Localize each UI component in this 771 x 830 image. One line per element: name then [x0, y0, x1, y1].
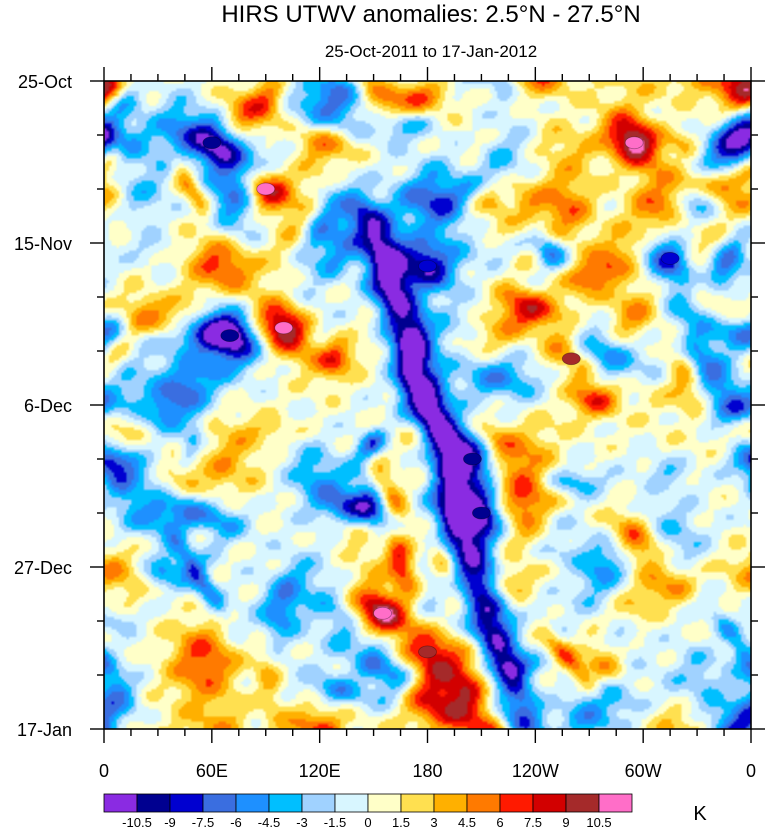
x-tick-label: 120W: [512, 761, 559, 781]
x-tick-label: 60W: [625, 761, 662, 781]
colorbar: -10.5 -9 -7.5 -6 -4.5 -3 -1.5 0 1.5 3 4.5 6 7.5 9 10.5: [103, 793, 633, 830]
colorbar-swatch: [499, 793, 534, 813]
anomaly-core: [624, 136, 644, 150]
colorbar-tick-label: -6: [230, 815, 242, 830]
colorbar-swatch: [565, 793, 600, 813]
colorbar-tick-label: -7.5: [192, 815, 214, 830]
x-axis: 0 60E 120E 180 120W 60W 0: [99, 67, 756, 781]
x-tick-label: 0: [99, 761, 109, 781]
anomaly-core: [418, 645, 437, 659]
colorbar-swatch: [103, 793, 138, 813]
colorbar-swatch: [532, 793, 567, 813]
anomaly-field: [104, 81, 751, 729]
colorbar-tick-label: 3: [430, 815, 437, 830]
colorbar-tick-label: -9: [164, 815, 176, 830]
y-tick-label: 17-Jan: [17, 720, 72, 740]
colorbar-swatch: [400, 793, 435, 813]
x-tick-label: 120E: [299, 761, 341, 781]
colorbar-swatch: [136, 793, 171, 813]
anomaly-core: [274, 321, 294, 335]
colorbar-tick-label: -3: [296, 815, 308, 830]
anomaly-core: [463, 452, 482, 466]
colorbar-swatch: [202, 793, 237, 813]
chart-subtitle: 25-Oct-2011 to 17-Jan-2012: [325, 42, 537, 61]
y-tick-label: 6-Dec: [24, 396, 72, 416]
colorbar-swatch: [301, 793, 336, 813]
colorbar-swatch: [268, 793, 303, 813]
anomaly-core: [472, 506, 491, 520]
colorbar-tick-label: -4.5: [258, 815, 280, 830]
anomaly-core: [202, 136, 222, 150]
x-tick-label: 180: [412, 761, 442, 781]
colorbar-tick-label: 7.5: [524, 815, 542, 830]
colorbar-swatch: [367, 793, 402, 813]
colorbar-swatch: [598, 793, 633, 813]
anomaly-core: [373, 606, 392, 620]
y-axis: 25-Oct 15-Nov 6-Dec 27-Dec 17-Jan: [14, 72, 765, 740]
colorbar-tick-label: 10.5: [586, 815, 611, 830]
colorbar-tick-label: -10.5: [122, 815, 152, 830]
y-tick-label: 27-Dec: [14, 558, 72, 578]
colorbar-tick-label: 6: [496, 815, 503, 830]
y-tick-label: 15-Nov: [14, 234, 72, 254]
colorbar-swatch: [433, 793, 468, 813]
anomaly-core: [660, 252, 680, 265]
anomaly-core: [220, 329, 240, 342]
colorbar-tick-label: -1.5: [324, 815, 346, 830]
y-tick-label: 25-Oct: [18, 72, 72, 92]
colorbar-tick-label: 0: [364, 815, 371, 830]
colorbar-unit: K: [693, 803, 707, 825]
x-tick-label: 0: [746, 761, 756, 781]
colorbar-swatch: [334, 793, 369, 813]
colorbar-tick-label: 4.5: [458, 815, 476, 830]
colorbar-swatch: [235, 793, 270, 813]
colorbar-swatch: [169, 793, 204, 813]
anomaly-core: [561, 352, 581, 366]
plot-area: [104, 81, 751, 729]
anomaly-features: [202, 136, 680, 659]
colorbar-swatch: [466, 793, 501, 813]
colorbar-tick-label: 1.5: [392, 815, 410, 830]
chart-title: HIRS UTWV anomalies: 2.5°N - 27.5°N: [221, 1, 640, 28]
anomaly-core: [256, 182, 276, 196]
anomaly-core: [418, 259, 437, 273]
colorbar-tick-label: 9: [562, 815, 569, 830]
x-tick-label: 60E: [196, 761, 228, 781]
